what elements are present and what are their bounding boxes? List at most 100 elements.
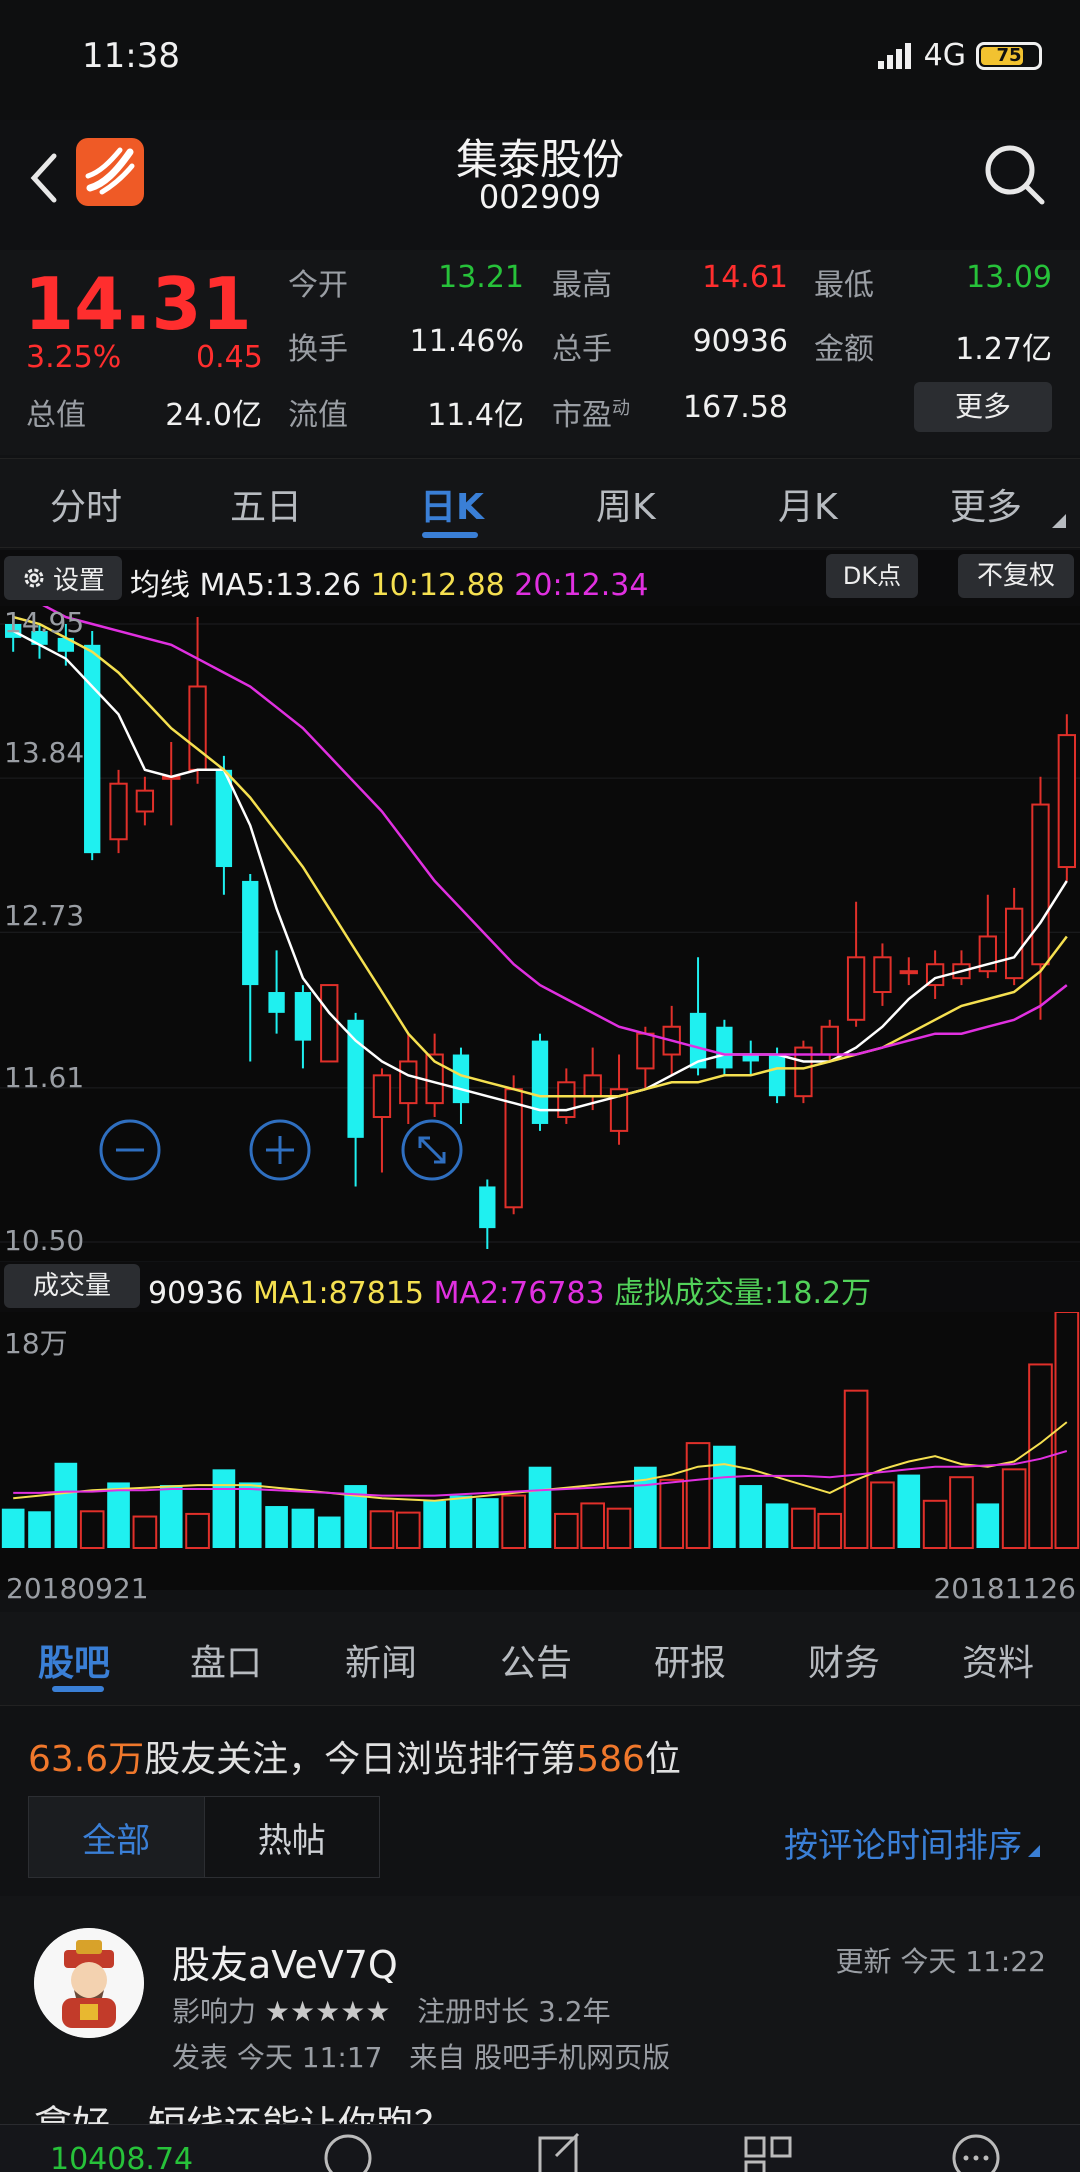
active-tab-indicator [422, 532, 478, 538]
volume-bar-mark [922, 1499, 948, 1550]
candle [1031, 803, 1050, 966]
sort-button[interactable]: 按评论时间排序 [784, 1818, 1040, 1867]
volume-bar-mark [817, 1512, 843, 1550]
ma10-line [12, 615, 1068, 1098]
zoom-out-icon[interactable] [98, 1118, 162, 1182]
volume-legend: 90936 MA1:87815 MA2:76783 虚拟成交量:18.2万 [148, 1268, 871, 1312]
candle [899, 970, 918, 975]
settings-button[interactable]: 设置 [4, 556, 122, 600]
volume-bar-mark [554, 1512, 579, 1550]
volume-bar-mark [132, 1515, 158, 1550]
post-username[interactable]: 股友aVeV7Q [172, 1943, 398, 1987]
candle [557, 1081, 576, 1119]
y-tick-4: 10.50 [4, 1224, 85, 1257]
avatar[interactable] [34, 1928, 144, 2038]
tab-announcements[interactable]: 公告 [500, 1643, 573, 1684]
back-arrow-icon[interactable] [24, 148, 64, 208]
filter-all-button[interactable]: 全部 [29, 1797, 205, 1877]
volume-bar-mark [765, 1503, 789, 1548]
volume-bar-mark [317, 1516, 341, 1548]
battery-icon: 75 [976, 41, 1042, 70]
candle [689, 1012, 707, 1069]
grid-icon[interactable] [740, 2130, 796, 2172]
more-quote-button[interactable]: 更多 [914, 382, 1052, 432]
more-dots-icon[interactable] [948, 2130, 1004, 2172]
zoom-in-icon[interactable] [248, 1118, 312, 1182]
tab-finance[interactable]: 财务 [808, 1643, 881, 1684]
candle [320, 984, 339, 1063]
post-meta-posted: 发表 今天 11:17 来自 股吧手机网页版 [172, 2041, 671, 2074]
volume-bar-mark [870, 1481, 895, 1549]
high-value: 14.61 [702, 260, 788, 295]
candle [347, 1019, 364, 1138]
filter-hot-button[interactable]: 热帖 [257, 1820, 326, 1861]
tab-intraday[interactable]: 分时 [50, 487, 123, 528]
volume-bar-mark [369, 1510, 395, 1550]
candle [583, 1074, 602, 1098]
volume-button[interactable]: 成交量 [4, 1264, 140, 1308]
tab-news[interactable]: 新闻 [345, 1643, 418, 1684]
candle [820, 1025, 839, 1056]
tab-forum[interactable]: 股吧 [38, 1643, 111, 1684]
volume-bar-mark [265, 1506, 288, 1548]
volume-bar-mark [159, 1485, 183, 1548]
post-filter: 全部 热帖 [28, 1796, 380, 1878]
volume-bar-mark [580, 1502, 606, 1550]
volume-bar-mark [291, 1508, 315, 1548]
tab-profile[interactable]: 资料 [962, 1643, 1035, 1684]
tab-five-day[interactable]: 五日 [230, 487, 303, 528]
turnover-label: 换手 [288, 332, 348, 367]
change-amount: 0.45 [196, 340, 263, 375]
candle [479, 1186, 496, 1229]
vol-ma2: MA2:76783 [433, 1276, 605, 1311]
candle [188, 685, 207, 771]
candle [268, 992, 285, 1013]
kline-chart[interactable] [0, 588, 1080, 1261]
y-tick-1: 13.84 [4, 736, 85, 769]
dk-button[interactable]: DK点 [826, 554, 918, 598]
index-value: 10408.74 [50, 2142, 194, 2172]
follow-count: 63.6万 [28, 1739, 145, 1780]
candle [399, 1060, 418, 1105]
high-label: 最高 [552, 268, 612, 303]
status-indicators: 4G 75 [877, 38, 1042, 73]
pe-superscript: 动 [612, 398, 630, 419]
no-adjust-button[interactable]: 不复权 [958, 554, 1074, 598]
volume-value: 90936 [692, 324, 788, 359]
tab-order-book[interactable]: 盘口 [190, 1643, 263, 1684]
low-label: 最低 [814, 268, 874, 303]
network-type: 4G [923, 38, 966, 73]
tab-monthly-k[interactable]: 月K [778, 487, 838, 528]
tab-weekly-k[interactable]: 周K [596, 487, 656, 528]
sort-triangle-icon [1028, 1845, 1040, 1857]
amount-label: 金额 [814, 332, 874, 367]
stock-header [0, 120, 1080, 250]
volume-bar-mark [238, 1482, 262, 1548]
volume-bar-mark [791, 1507, 816, 1550]
candle [294, 992, 312, 1041]
candle [425, 1053, 444, 1105]
search-icon[interactable] [980, 140, 1050, 210]
volume-bar-mark [685, 1442, 711, 1549]
volume-bar-mark [949, 1476, 974, 1549]
tab-daily-k[interactable]: 日K [420, 487, 484, 528]
trade-icon[interactable] [320, 2130, 376, 2172]
follow-summary: 63.6万股友关注，今日浏览排行第586位 [28, 1739, 681, 1780]
vol-ma2-line [13, 1450, 1068, 1497]
volume-label: 总手 [552, 332, 612, 367]
active-info-tab-indicator [52, 1686, 104, 1692]
candle [84, 644, 101, 854]
volume-chart[interactable] [0, 1311, 1080, 1590]
change-percent: 3.25% [26, 340, 122, 375]
tab-research[interactable]: 研报 [654, 1643, 727, 1684]
tab-more[interactable]: 更多 [950, 487, 1023, 528]
volume-bar-mark [28, 1511, 51, 1548]
stock-name: 集泰股份 [455, 135, 624, 184]
low-value: 13.09 [966, 260, 1052, 295]
volume-bar-mark [449, 1495, 473, 1548]
post-edit-icon[interactable] [532, 2130, 588, 2172]
fullscreen-icon[interactable] [400, 1118, 464, 1182]
candle [452, 1054, 470, 1104]
volume-bar-mark [475, 1498, 499, 1548]
view-rank: 586 [576, 1739, 645, 1780]
